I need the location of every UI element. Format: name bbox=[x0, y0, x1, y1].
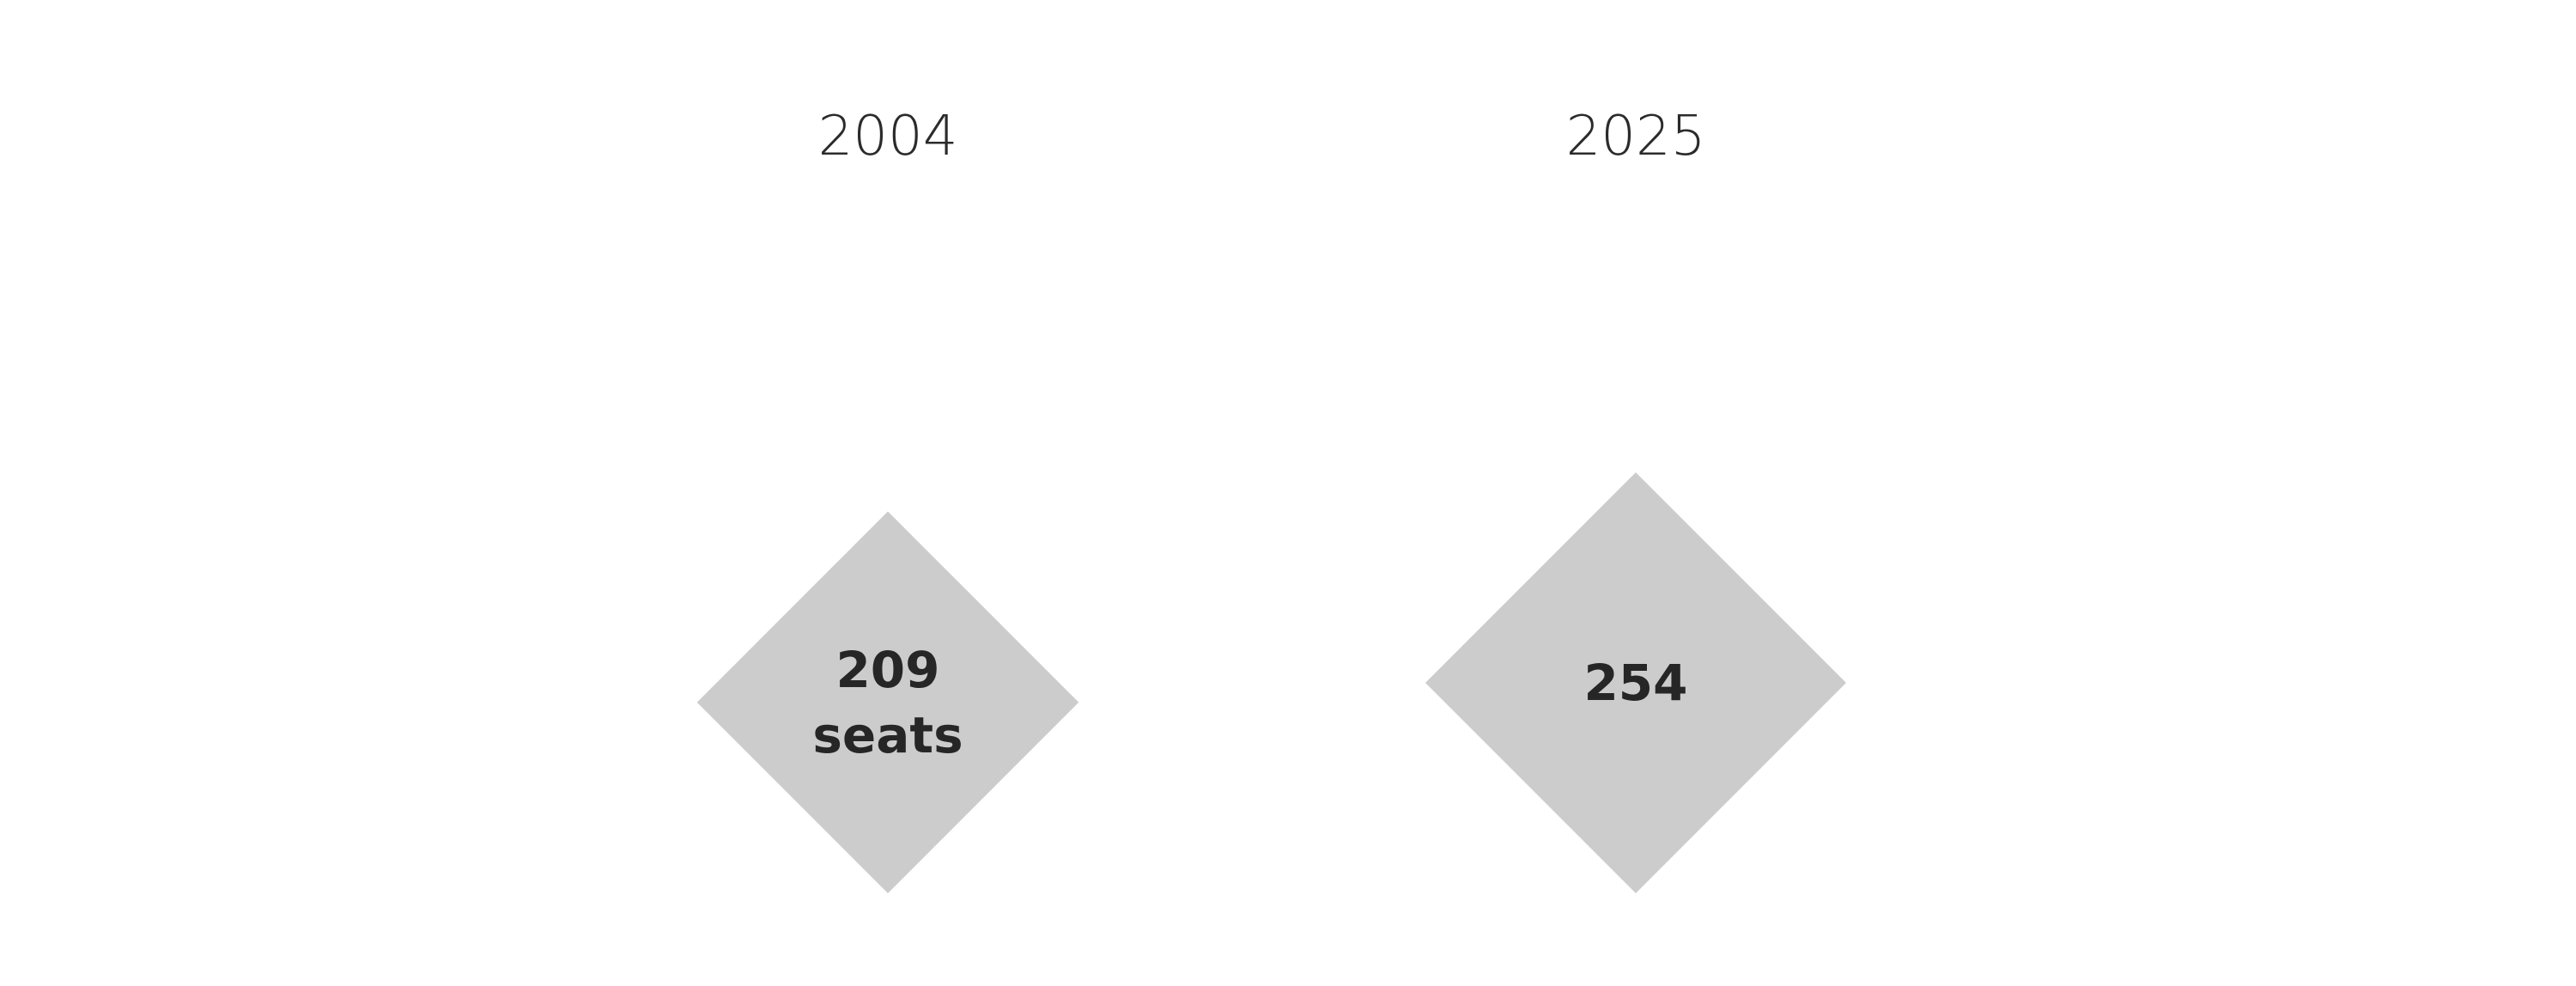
value-label-line: 209 bbox=[835, 641, 939, 699]
diamond-2004 bbox=[696, 511, 1079, 893]
value-label-2025: 254 bbox=[1583, 654, 1687, 712]
value-label-line: seats bbox=[812, 706, 963, 764]
value-label-line: 254 bbox=[1583, 654, 1687, 712]
diamond-2025 bbox=[1425, 472, 1846, 893]
value-label-2004: 209 seats bbox=[812, 641, 963, 764]
year-label-2025: 2025 bbox=[1566, 105, 1706, 168]
year-label-2004: 2004 bbox=[818, 105, 958, 168]
